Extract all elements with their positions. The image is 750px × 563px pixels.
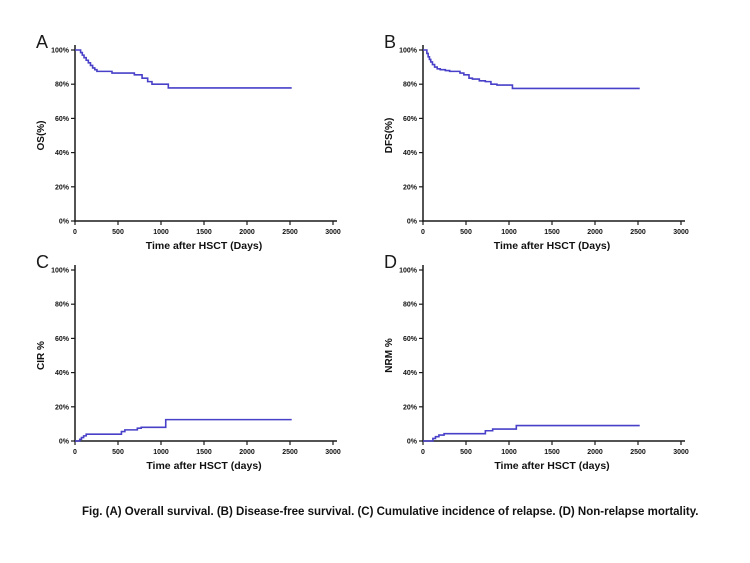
x-tick-label: 0 (421, 449, 425, 456)
figure-caption: Fig. (A) Overall survival. (B) Disease-f… (82, 506, 699, 518)
x-tick-label: 2500 (630, 449, 646, 456)
x-tick-label: 0 (73, 449, 77, 456)
x-tick-label: 2000 (587, 449, 603, 456)
y-tick-label: 40% (403, 370, 418, 377)
cir-incidence-plot: 0% 20% 40% 60% 80% 100% 0 500 1000 1500 2000 2500 30… (36, 265, 341, 472)
y-tick-label: 80% (55, 82, 70, 89)
km-curve (75, 49, 292, 89)
x-tick-label: 1000 (153, 229, 169, 236)
y-tick-label: 0% (407, 219, 418, 226)
x-tick-label: 2000 (587, 229, 603, 236)
x-tick-label: 2500 (282, 229, 298, 236)
y-tick-label: 80% (55, 302, 70, 309)
x-tick-label: 1000 (501, 449, 517, 456)
y-axis-title: CIR % (36, 341, 47, 370)
x-tick-label: 2500 (282, 449, 298, 456)
y-tick-label: 100% (399, 268, 418, 275)
panel-cir: C 0% 20% 40% 60% 80% 100% 0 500 1000 1500 2000 2500… (30, 248, 375, 473)
x-tick-label: 1000 (501, 229, 517, 236)
x-tick-label: 1500 (196, 449, 212, 456)
y-tick-label: 80% (403, 302, 418, 309)
y-tick-label: 100% (51, 268, 70, 275)
x-tick-label: 500 (112, 229, 124, 236)
y-axis-title: DFS(%) (384, 118, 395, 154)
x-tick-label: 1000 (153, 449, 169, 456)
y-tick-label: 20% (55, 404, 70, 411)
x-tick-label: 3000 (325, 229, 341, 236)
y-tick-label: 80% (403, 82, 418, 89)
panel-os: A 0% 20% 40% 60% 80% 100% 0 500 1000 1500 2000 2500… (30, 28, 375, 253)
y-tick-label: 60% (55, 336, 70, 343)
y-tick-label: 0% (407, 439, 418, 446)
y-tick-label: 40% (55, 370, 70, 377)
x-tick-label: 3000 (673, 449, 689, 456)
x-tick-label: 2500 (630, 229, 646, 236)
y-tick-label: 20% (403, 404, 418, 411)
y-tick-label: 0% (59, 219, 70, 226)
y-tick-label: 100% (51, 48, 70, 55)
km-curve (75, 418, 292, 442)
panel-letter-d: D (384, 252, 397, 272)
y-axis-title: NRM % (384, 338, 395, 373)
x-tick-label: 1500 (544, 229, 560, 236)
panel-nrm: D 0% 20% 40% 60% 80% 100% 0 500 1000 1500 2000 2500… (378, 248, 723, 473)
x-tick-label: 3000 (325, 449, 341, 456)
panel-letter-c: C (36, 252, 49, 272)
x-tick-label: 1500 (544, 449, 560, 456)
y-tick-label: 20% (55, 184, 70, 191)
x-axis-title: Time after HSCT (Days) (146, 240, 263, 252)
x-tick-label: 2000 (239, 449, 255, 456)
km-curve (423, 424, 640, 442)
km-curve (423, 49, 640, 90)
x-axis-title: Time after HSCT (Days) (494, 240, 611, 252)
y-tick-label: 20% (403, 184, 418, 191)
nrm-mortality-plot: 0% 20% 40% 60% 80% 100% 0 500 1000 1500 2000 2500 30… (384, 265, 689, 472)
panel-letter-b: B (384, 32, 397, 52)
panel-letter-a: A (36, 32, 49, 52)
y-tick-label: 0% (59, 439, 70, 446)
x-tick-label: 0 (73, 229, 77, 236)
y-tick-label: 60% (55, 116, 70, 123)
x-tick-label: 500 (460, 229, 472, 236)
x-tick-label: 1500 (196, 229, 212, 236)
x-tick-label: 500 (112, 449, 124, 456)
y-tick-label: 40% (55, 150, 70, 157)
dfs-survival-plot: 0% 20% 40% 60% 80% 100% 0 500 1000 1500 2000 2500 30… (384, 45, 689, 252)
y-tick-label: 60% (403, 336, 418, 343)
x-tick-label: 2000 (239, 229, 255, 236)
x-tick-label: 500 (460, 449, 472, 456)
x-tick-label: 0 (421, 229, 425, 236)
x-tick-label: 3000 (673, 229, 689, 236)
panel-dfs: B 0% 20% 40% 60% 80% 100% 0 500 1000 1500 2000 2500… (378, 28, 723, 253)
os-survival-plot: 0% 20% 40% 60% 80% 100% 0 500 1000 1500 2000 2500 30… (36, 45, 341, 252)
y-axis-title: OS(%) (36, 121, 47, 151)
y-tick-label: 60% (403, 116, 418, 123)
y-tick-label: 40% (403, 150, 418, 157)
y-tick-label: 100% (399, 48, 418, 55)
x-axis-title: Time after HSCT (days) (146, 460, 261, 472)
x-axis-title: Time after HSCT (days) (494, 460, 609, 472)
